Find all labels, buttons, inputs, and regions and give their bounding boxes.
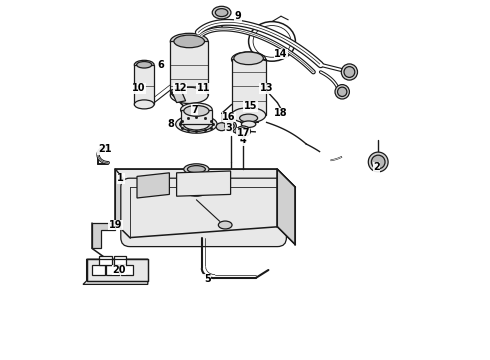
Ellipse shape xyxy=(236,126,250,137)
Polygon shape xyxy=(83,259,148,284)
Polygon shape xyxy=(116,169,295,187)
Polygon shape xyxy=(116,169,130,238)
Polygon shape xyxy=(137,173,170,198)
Bar xyxy=(121,265,133,275)
Ellipse shape xyxy=(344,67,355,77)
Ellipse shape xyxy=(231,108,266,123)
Ellipse shape xyxy=(238,128,248,135)
Ellipse shape xyxy=(216,123,227,131)
Ellipse shape xyxy=(174,35,204,48)
Ellipse shape xyxy=(368,152,388,172)
FancyBboxPatch shape xyxy=(121,178,286,247)
Bar xyxy=(106,265,119,275)
Bar xyxy=(92,265,104,275)
Ellipse shape xyxy=(176,115,217,133)
Ellipse shape xyxy=(338,87,347,96)
Text: 6: 6 xyxy=(157,60,164,70)
Ellipse shape xyxy=(215,9,228,17)
Ellipse shape xyxy=(134,100,154,109)
Ellipse shape xyxy=(342,64,358,80)
Polygon shape xyxy=(277,169,295,245)
Ellipse shape xyxy=(171,33,208,50)
Ellipse shape xyxy=(335,85,349,99)
Text: 5: 5 xyxy=(204,274,211,284)
Bar xyxy=(114,256,126,265)
Text: 18: 18 xyxy=(274,108,288,118)
Polygon shape xyxy=(176,171,231,196)
Ellipse shape xyxy=(212,6,231,19)
Text: 7: 7 xyxy=(191,105,198,115)
Text: 21: 21 xyxy=(98,144,111,154)
Text: 20: 20 xyxy=(112,265,126,275)
Ellipse shape xyxy=(180,117,213,131)
Ellipse shape xyxy=(240,114,258,122)
Bar xyxy=(99,256,112,265)
Text: 10: 10 xyxy=(132,83,146,93)
Text: 9: 9 xyxy=(234,11,241,21)
Text: 12: 12 xyxy=(173,83,187,93)
Text: 17: 17 xyxy=(237,128,250,138)
Text: 13: 13 xyxy=(260,83,273,93)
Ellipse shape xyxy=(242,121,256,127)
Ellipse shape xyxy=(234,52,263,65)
Text: 15: 15 xyxy=(244,101,257,111)
Bar xyxy=(87,259,148,281)
Ellipse shape xyxy=(183,118,209,130)
Ellipse shape xyxy=(231,52,266,67)
Ellipse shape xyxy=(187,189,205,196)
Ellipse shape xyxy=(225,121,236,131)
Text: 19: 19 xyxy=(109,220,122,230)
Ellipse shape xyxy=(219,221,232,229)
Ellipse shape xyxy=(184,164,209,175)
Ellipse shape xyxy=(180,103,212,117)
Ellipse shape xyxy=(184,105,209,116)
Text: 8: 8 xyxy=(168,119,174,129)
Text: 14: 14 xyxy=(274,49,288,59)
Bar xyxy=(134,65,154,104)
Bar xyxy=(180,110,212,124)
Ellipse shape xyxy=(134,60,154,69)
Text: 2: 2 xyxy=(373,162,380,172)
Bar xyxy=(171,41,208,95)
Text: 3: 3 xyxy=(225,123,232,133)
Text: 11: 11 xyxy=(197,83,210,93)
Ellipse shape xyxy=(227,123,234,129)
Ellipse shape xyxy=(137,62,152,68)
Ellipse shape xyxy=(171,87,208,104)
Ellipse shape xyxy=(187,166,205,173)
Polygon shape xyxy=(171,88,186,103)
Text: 16: 16 xyxy=(222,112,236,122)
Text: 4: 4 xyxy=(240,135,246,145)
Ellipse shape xyxy=(371,155,385,169)
Polygon shape xyxy=(92,223,116,248)
Text: 1: 1 xyxy=(118,173,124,183)
Bar xyxy=(232,59,266,115)
